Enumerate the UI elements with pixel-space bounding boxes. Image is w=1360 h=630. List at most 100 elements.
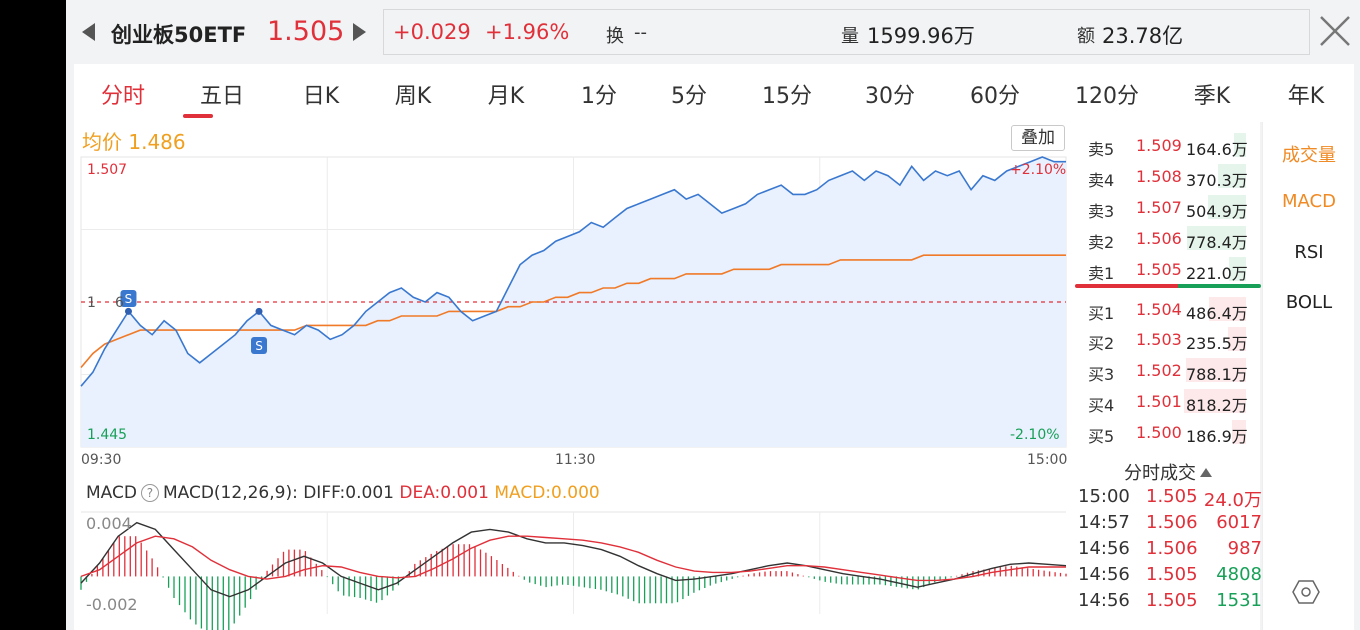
tab-1[interactable]: 五日 bbox=[199, 84, 245, 109]
left-edge bbox=[0, 0, 66, 630]
marker-dot-0 bbox=[124, 307, 132, 315]
order-book-row[interactable]: 买1 1.504 486.4万 bbox=[1070, 295, 1260, 323]
tick-row: 14:56 1.506 987 bbox=[1078, 538, 1262, 564]
order-book-row[interactable]: 卖2 1.506 778.4万 bbox=[1070, 224, 1260, 252]
order-price: 1.504 bbox=[1136, 300, 1182, 319]
tab-11[interactable]: 季K bbox=[1193, 84, 1231, 109]
macd-y-top: 0.004 bbox=[86, 514, 132, 533]
settings-hex-icon[interactable] bbox=[1292, 578, 1320, 606]
tick-row: 14:56 1.505 1531 bbox=[1078, 590, 1262, 616]
tick-price: 1.505 bbox=[1146, 486, 1198, 507]
tab-0[interactable]: 分时 bbox=[100, 84, 146, 109]
tab-8[interactable]: 30分 bbox=[865, 84, 915, 109]
y-axis-mid-part2: 6 bbox=[115, 295, 124, 311]
security-name: 创业板50ETF bbox=[111, 23, 247, 47]
order-volume: 221.0万 bbox=[1186, 264, 1248, 283]
tick-time: 14:56 bbox=[1078, 590, 1130, 611]
tab-2[interactable]: 日K bbox=[302, 84, 340, 109]
order-label: 买1 bbox=[1088, 304, 1115, 323]
tick-volume: 24.0万 bbox=[1203, 490, 1262, 511]
tab-3[interactable]: 周K bbox=[394, 84, 432, 109]
order-book-row[interactable]: 卖4 1.508 370.3万 bbox=[1070, 162, 1260, 190]
y-axis-bottom: 1.445 bbox=[87, 427, 128, 443]
tab-7[interactable]: 15分 bbox=[762, 84, 812, 109]
order-volume: 370.3万 bbox=[1186, 171, 1248, 190]
macd-value: MACD:0.000 bbox=[494, 483, 600, 503]
order-label: 买3 bbox=[1088, 365, 1115, 384]
order-volume: 235.5万 bbox=[1186, 334, 1248, 353]
order-price: 1.501 bbox=[1136, 392, 1182, 411]
price-area-fill bbox=[81, 157, 1066, 447]
order-price: 1.506 bbox=[1136, 229, 1182, 248]
order-label: 卖4 bbox=[1088, 171, 1115, 190]
order-volume: 186.9万 bbox=[1186, 427, 1248, 446]
indicator-0[interactable]: 成交量 bbox=[1282, 145, 1336, 166]
next-security-icon[interactable] bbox=[353, 23, 366, 41]
indicator-2[interactable]: RSI bbox=[1294, 242, 1324, 263]
indicator-panel: 成交量 MACD RSI BOLL bbox=[1262, 122, 1354, 630]
tick-row: 14:56 1.505 4808 bbox=[1078, 564, 1262, 590]
order-volume: 164.6万 bbox=[1186, 140, 1248, 159]
order-book-row[interactable]: 卖3 1.507 504.9万 bbox=[1070, 193, 1260, 221]
tick-row: 15:00 1.505 24.0万 bbox=[1078, 486, 1262, 512]
tick-time: 15:00 bbox=[1078, 486, 1130, 507]
turnover-value: -- bbox=[634, 22, 647, 43]
tab-6[interactable]: 5分 bbox=[671, 84, 707, 109]
prev-security-icon[interactable] bbox=[82, 23, 95, 41]
volume-label: 量 bbox=[841, 26, 859, 47]
tab-4[interactable]: 月K bbox=[487, 84, 525, 109]
depth-bar bbox=[1229, 257, 1246, 281]
overlay-button[interactable]: 叠加 bbox=[1011, 125, 1065, 151]
depth-bar bbox=[1184, 389, 1246, 413]
order-book-row[interactable]: 买2 1.503 235.5万 bbox=[1070, 325, 1260, 353]
amount-value: 23.78亿 bbox=[1102, 24, 1184, 48]
svg-text:S: S bbox=[255, 339, 263, 353]
order-book-row[interactable]: 卖5 1.509 164.6万 bbox=[1070, 131, 1260, 159]
tick-volume: 6017 bbox=[1216, 512, 1262, 533]
tick-volume: 987 bbox=[1227, 538, 1262, 559]
bid-ask-split-green bbox=[1178, 284, 1261, 288]
order-book-row[interactable]: 买3 1.502 788.1万 bbox=[1070, 356, 1260, 384]
indicator-3[interactable]: BOLL bbox=[1285, 292, 1333, 313]
order-volume: 504.9万 bbox=[1186, 202, 1248, 221]
macd-dea-line bbox=[80, 535, 1066, 582]
tick-price: 1.506 bbox=[1146, 512, 1198, 533]
active-tab-underline bbox=[183, 114, 213, 118]
svg-text:S: S bbox=[125, 292, 133, 306]
depth-bar bbox=[1187, 226, 1246, 250]
macd-help-icon[interactable]: ? bbox=[140, 484, 159, 502]
current-price: 1.505 bbox=[267, 16, 345, 47]
order-label: 卖2 bbox=[1088, 233, 1115, 252]
tick-time: 14:56 bbox=[1078, 564, 1130, 585]
tab-9[interactable]: 60分 bbox=[970, 84, 1020, 109]
ticks-title[interactable]: 分时成交 bbox=[1124, 459, 1212, 485]
pct-axis-top: +2.10% bbox=[1010, 162, 1067, 178]
tab-10[interactable]: 120分 bbox=[1075, 84, 1139, 109]
order-book: 卖5 1.509 164.6万 卖4 1.508 370.3万 卖3 1.507 504.9万卖… bbox=[1070, 122, 1260, 630]
order-book-row[interactable]: 卖1 1.505 221.0万 bbox=[1070, 255, 1260, 283]
tick-price: 1.505 bbox=[1146, 564, 1198, 585]
order-label: 卖5 bbox=[1088, 140, 1115, 159]
sell-marker-0: S bbox=[120, 290, 137, 307]
x-axis-mid: 11:30 bbox=[555, 452, 596, 468]
x-axis-start: 09:30 bbox=[81, 452, 122, 468]
close-icon[interactable] bbox=[1318, 14, 1352, 48]
bid-ask-split-red bbox=[1075, 284, 1178, 288]
order-price: 1.508 bbox=[1136, 167, 1182, 186]
tick-price: 1.506 bbox=[1146, 538, 1198, 559]
order-price: 1.509 bbox=[1136, 136, 1182, 155]
order-book-row[interactable]: 买5 1.500 186.9万 bbox=[1070, 418, 1260, 446]
order-book-row[interactable]: 买4 1.501 818.2万 bbox=[1070, 387, 1260, 415]
volume-value: 1599.96万 bbox=[867, 24, 975, 48]
tab-5[interactable]: 1分 bbox=[581, 84, 617, 109]
order-label: 买2 bbox=[1088, 334, 1115, 353]
depth-bar bbox=[1207, 195, 1246, 219]
macd-diff: DIFF:0.001 bbox=[303, 483, 394, 503]
avg-price-line bbox=[80, 254, 1066, 369]
tab-12[interactable]: 年K bbox=[1287, 84, 1325, 109]
indicator-1[interactable]: MACD bbox=[1282, 191, 1336, 212]
macd-title: MACD bbox=[86, 483, 137, 503]
depth-bar bbox=[1228, 327, 1246, 351]
